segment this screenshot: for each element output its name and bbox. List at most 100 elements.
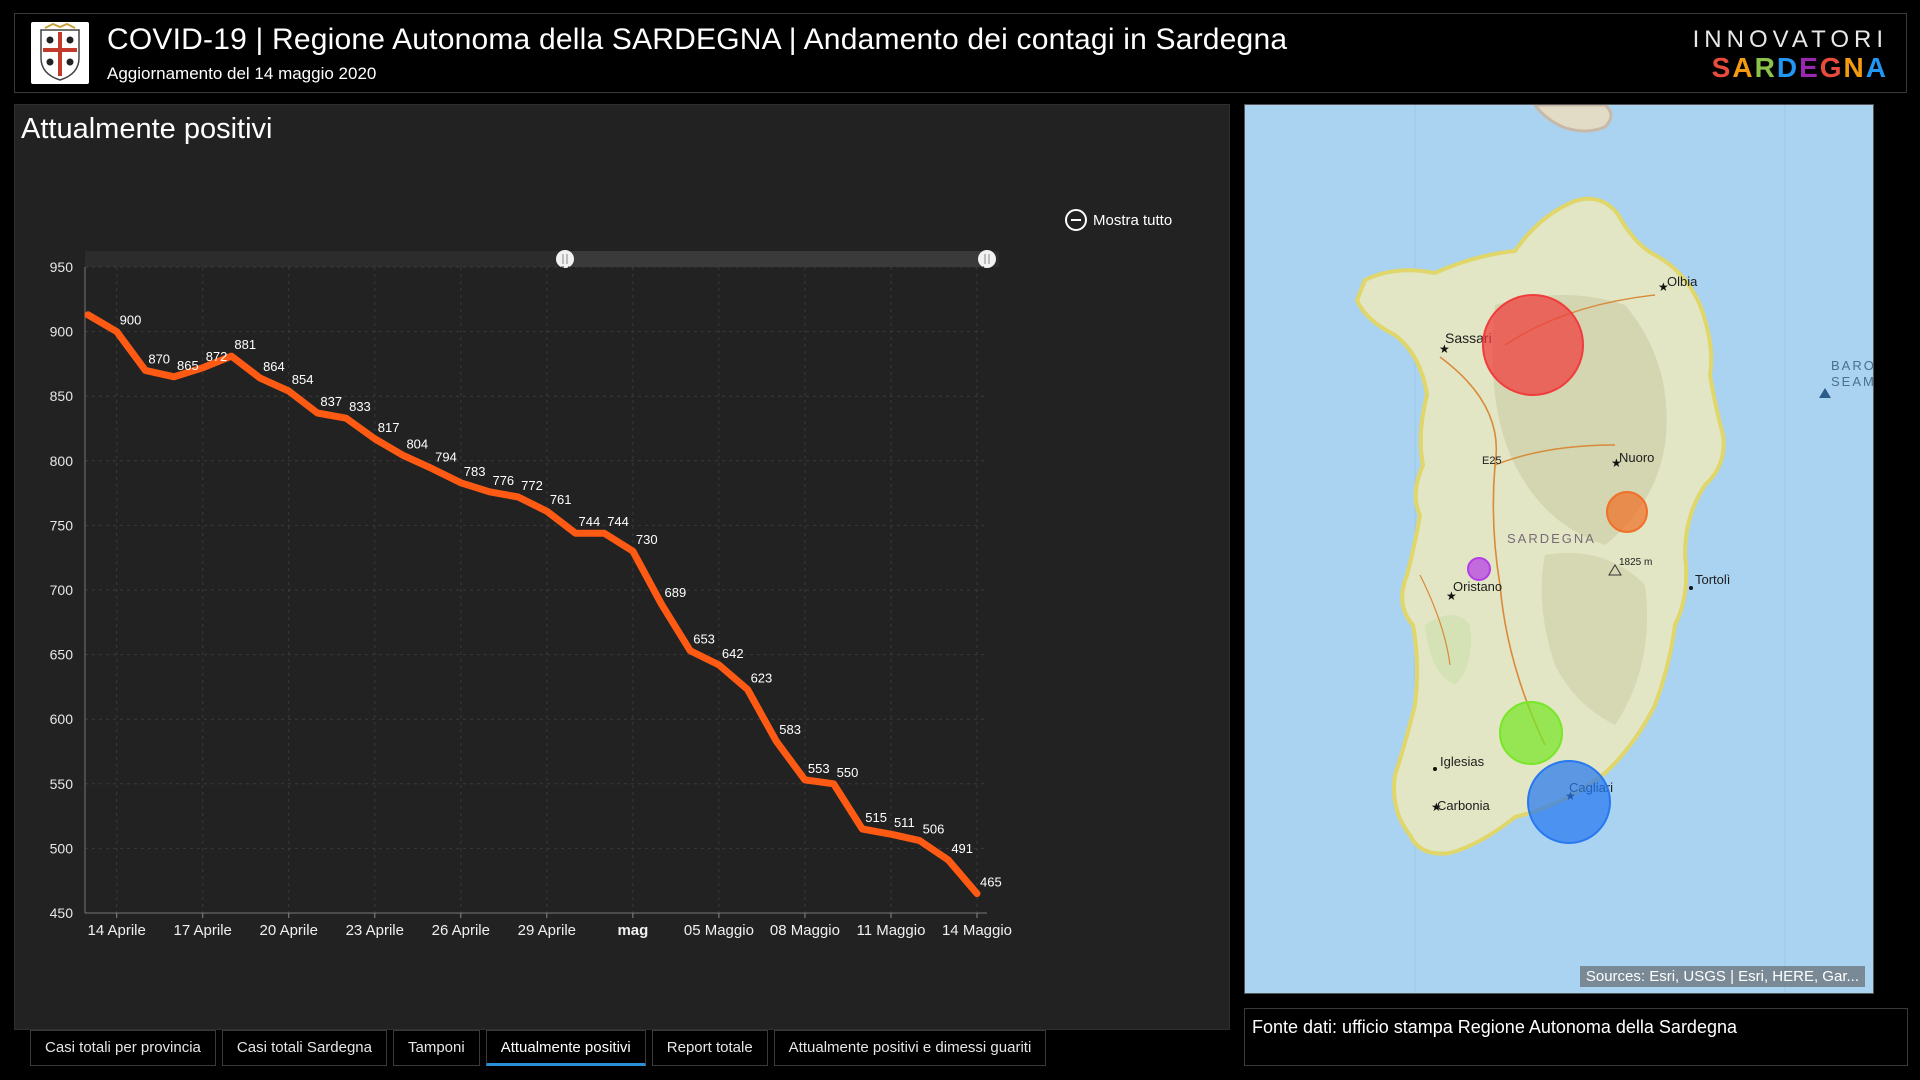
x-tick-label: 11 Maggio [856,922,925,939]
data-label: 550 [837,765,859,780]
y-tick-label: 900 [50,324,74,340]
place-carbonia: Carbonia [1437,798,1491,813]
tab-attualmente-positivi-e-dimessi-guariti[interactable]: Attualmente positivi e dimessi guariti [773,1030,1047,1066]
road-e25 [1439,356,1546,746]
road [1494,444,1616,466]
brand-innovatori: INNOVATORI [1692,26,1888,53]
bubble-sud-sardegna[interactable] [1499,701,1563,765]
range-slider-handle[interactable] [556,250,574,268]
x-tick-label: 29 Aprile [518,922,576,939]
series-line-attualmente-positivi[interactable] [84,311,981,898]
data-label: 783 [464,464,486,479]
source-panel: Fonte dati: ufficio stampa Regione Auton… [1244,1008,1908,1066]
zoom-out-icon [1065,209,1087,231]
place-nuoro: Nuoro [1619,450,1654,465]
regione-sardegna-logo [31,22,89,84]
place-baronie: BARONIE [1831,358,1874,373]
data-label: 865 [177,358,199,373]
data-label: 623 [751,670,773,685]
range-slider-selection[interactable] [565,251,987,267]
data-source-text: Fonte dati: ufficio stampa Regione Auton… [1252,1017,1737,1037]
tab-casi-totali-per-provincia[interactable]: Casi totali per provincia [30,1030,216,1066]
data-label: 653 [693,632,715,647]
sardinia-map[interactable]: ★ ★ ★ ★ ★ ★ Olbia Sassari Nuoro SARDEGNA… [1245,105,1874,994]
data-label: 465 [980,875,1002,890]
place-tortoli: Tortolì [1695,572,1730,587]
city-marker [1689,586,1693,590]
brand-sardegna: SARDEGNA [1712,52,1888,84]
data-label: 776 [492,473,514,488]
data-label: 689 [665,585,687,600]
tab-bar: Casi totali per provincia Casi totali Sar… [30,1030,1047,1066]
y-tick-label: 650 [50,647,74,663]
terrain-shading [1541,553,1647,725]
place-oristano: Oristano [1453,579,1502,594]
y-tick-label: 550 [50,776,74,792]
y-tick-label: 500 [50,840,74,856]
brand-letter: D [1776,52,1800,83]
city-marker: ★ [1658,280,1669,294]
tab-casi-totali-sardegna[interactable]: Casi totali Sardegna [221,1030,387,1066]
data-label: 872 [206,349,228,364]
y-tick-label: 450 [50,905,74,921]
x-tick-label: 05 Maggio [684,922,754,939]
update-date: Aggiornamento del 14 maggio 2020 [107,64,377,83]
tab-attualmente-positivi[interactable]: Attualmente positivi [485,1030,646,1066]
city-marker: ★ [1439,342,1450,356]
x-tick-label: 14 Aprile [87,922,145,939]
data-label: 761 [550,492,572,507]
data-label: 506 [923,822,945,837]
data-label: 583 [779,722,801,737]
x-tick-label: 14 Maggio [942,922,1012,939]
zoom-reset-label: Mostra tutto [1093,211,1173,229]
data-label: 511 [894,815,915,830]
brand-letter: A [1865,52,1888,83]
brand-letter: E [1799,52,1820,83]
bubble-nuoro[interactable] [1606,491,1648,533]
range-slider-handle[interactable] [978,250,996,268]
y-tick-label: 800 [50,453,74,469]
bubble-sassari[interactable] [1482,294,1584,396]
bubble-oristano[interactable] [1467,557,1491,581]
x-tick-label: 23 Aprile [346,922,404,939]
brand-letter: G [1819,52,1844,83]
data-label: 804 [406,437,428,452]
tab-report-totale[interactable]: Report totale [651,1030,768,1066]
data-label: 642 [722,646,744,661]
data-label: 744 [579,514,601,529]
x-tick-label: 26 Aprile [432,922,490,939]
city-marker [1433,767,1437,771]
city-marker: ★ [1611,456,1622,470]
data-label: 491 [951,841,973,856]
place-sassari: Sassari [1445,330,1492,346]
map-panel[interactable]: ★ ★ ★ ★ ★ ★ Olbia Sassari Nuoro SARDEGNA… [1244,104,1874,994]
city-marker: ★ [1431,800,1442,814]
y-tick-label: 950 [50,259,74,275]
data-label: 794 [435,450,457,465]
zoom-reset-button[interactable]: Mostra tutto [1065,209,1172,231]
brand-letter: N [1843,52,1866,83]
dashboard-header: COVID-19 | Regione Autonoma della SARDEG… [14,13,1907,93]
tab-tamponi[interactable]: Tamponi [393,1030,480,1066]
page-title: COVID-19 | Regione Autonoma della SARDEG… [107,23,1288,56]
x-tick-label: 20 Aprile [260,922,318,939]
data-label: 854 [292,372,314,387]
data-label: 553 [808,761,830,776]
place-seamount: SEAMOUNT [1831,374,1874,389]
x-tick-label: mag [617,922,648,939]
place-peak-elevation: 1825 m [1619,557,1652,568]
y-tick-label: 600 [50,711,74,727]
bubble-cagliari[interactable] [1527,760,1611,844]
data-label: 730 [636,532,658,547]
corsica-landmass [1533,105,1613,133]
data-label: 744 [607,514,629,529]
road [1419,574,1451,666]
y-tick-label: 850 [50,388,74,404]
map-attribution[interactable]: Sources: Esri, USGS | Esri, HERE, Gar... [1579,966,1865,987]
place-olbia: Olbia [1667,274,1698,289]
data-label: 837 [320,394,342,409]
data-label: 817 [378,420,400,435]
brand-letter: A [1732,52,1755,83]
chart-panel: Attualmente positivi 450 500 550 600 650 700 7… [14,104,1230,1030]
chart-title: Attualmente positivi [21,113,273,145]
